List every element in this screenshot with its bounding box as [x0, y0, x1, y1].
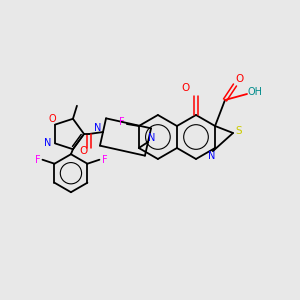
Text: N: N — [208, 151, 216, 161]
Text: F: F — [119, 117, 125, 127]
Text: N: N — [148, 133, 156, 143]
Text: O: O — [48, 114, 56, 124]
Text: O: O — [79, 146, 87, 156]
Text: N: N — [94, 123, 102, 133]
Text: O: O — [235, 74, 243, 84]
Text: N: N — [44, 138, 52, 148]
Text: O: O — [182, 83, 190, 93]
Text: S: S — [236, 126, 242, 136]
Text: F: F — [102, 155, 107, 165]
Text: OH: OH — [248, 87, 262, 97]
Text: F: F — [35, 155, 40, 165]
